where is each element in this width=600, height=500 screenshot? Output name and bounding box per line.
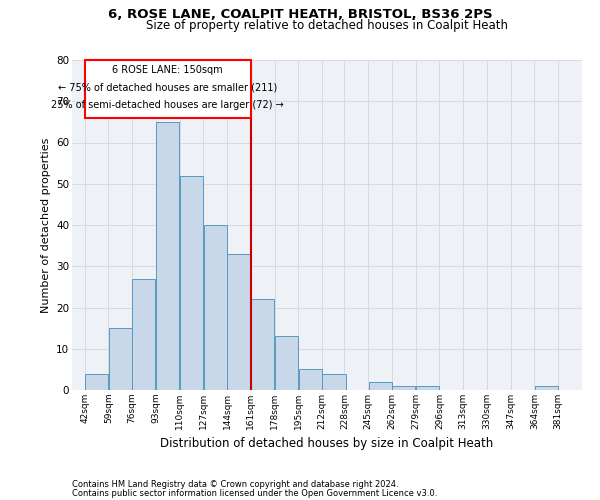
Bar (133, 278, 155, 390)
Text: 6 ROSE LANE: 150sqm: 6 ROSE LANE: 150sqm (112, 66, 223, 76)
Bar (251, 299, 274, 390)
Bar (392, 386, 415, 390)
Title: Size of property relative to detached houses in Coalpit Heath: Size of property relative to detached ho… (146, 20, 508, 32)
Bar (203, 225, 227, 390)
Bar (535, 386, 558, 390)
Bar (156, 122, 179, 390)
Bar (322, 374, 346, 390)
Bar (368, 382, 392, 390)
FancyBboxPatch shape (85, 60, 251, 118)
Bar (275, 336, 298, 390)
Bar (299, 370, 322, 390)
Text: Contains HM Land Registry data © Crown copyright and database right 2024.: Contains HM Land Registry data © Crown c… (72, 480, 398, 489)
Text: 6, ROSE LANE, COALPIT HEATH, BRISTOL, BS36 2PS: 6, ROSE LANE, COALPIT HEATH, BRISTOL, BS… (107, 8, 493, 20)
Text: ← 75% of detached houses are smaller (211): ← 75% of detached houses are smaller (21… (58, 82, 277, 92)
Bar (109, 328, 132, 390)
Y-axis label: Number of detached properties: Number of detached properties (41, 138, 50, 312)
X-axis label: Distribution of detached houses by size in Coalpit Heath: Distribution of detached houses by size … (160, 438, 494, 450)
Bar (227, 254, 251, 390)
Bar (416, 386, 439, 390)
Text: Contains public sector information licensed under the Open Government Licence v3: Contains public sector information licen… (72, 489, 437, 498)
Bar (85, 374, 108, 390)
Text: 25% of semi-detached houses are larger (72) →: 25% of semi-detached houses are larger (… (52, 100, 284, 110)
Bar (180, 176, 203, 390)
